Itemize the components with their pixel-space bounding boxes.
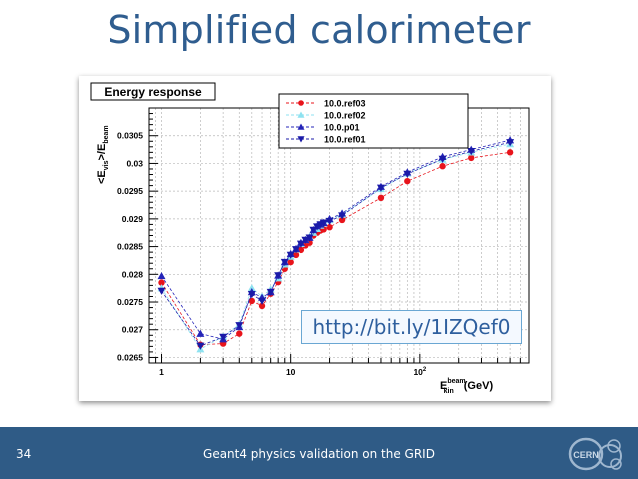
cern-logo-icon: CERN xyxy=(568,437,622,471)
data-point xyxy=(219,333,228,341)
x-axis-label: Ebeam kin (GeV) xyxy=(440,378,493,395)
legend-entry: 10.0.ref02 xyxy=(286,111,366,121)
data-point xyxy=(157,271,166,280)
y-tick-label: 0.03 xyxy=(126,158,143,168)
data-point xyxy=(280,258,289,267)
data-point xyxy=(506,139,515,147)
data-point xyxy=(274,272,283,280)
data-point xyxy=(292,251,300,259)
data-point xyxy=(296,240,305,248)
data-point xyxy=(325,217,334,226)
chart-title-box xyxy=(90,82,216,101)
y-tick-label: 0.027 xyxy=(122,325,144,335)
chart-title: Energy response xyxy=(104,85,202,99)
legend-entry: 10.0.ref03 xyxy=(286,99,366,109)
legend-label: 10.0.ref01 xyxy=(324,135,366,145)
energy-response-chart: 0.0265 0.027 0.0275 0.028 0.0285 0.029 0.0295 0… xyxy=(79,76,551,401)
legend-label: 10.0.ref03 xyxy=(324,99,366,109)
data-point xyxy=(403,170,412,178)
legend-entry: 10.0.ref01 xyxy=(286,135,366,145)
data-point xyxy=(438,155,447,163)
legend: 10.0.ref03 10.0.ref02 10.0.p01 10.0.ref01 xyxy=(278,93,469,149)
data-point xyxy=(248,297,255,305)
data-point xyxy=(292,246,301,254)
data-point xyxy=(376,184,385,192)
data-point xyxy=(404,177,411,185)
data-point xyxy=(247,291,256,299)
data-point xyxy=(286,251,295,259)
plot-frame: 0.0265 0.027 0.0275 0.028 0.0285 0.029 0.0295 0… xyxy=(79,76,551,401)
legend-marker xyxy=(297,111,305,118)
data-point xyxy=(338,216,346,224)
data-point xyxy=(301,236,310,244)
data-point xyxy=(196,329,205,337)
axis-ticks: 0.0265 0.027 0.0275 0.028 0.0285 0.029 0.0295 0… xyxy=(117,107,530,377)
legend-label: 10.0.ref02 xyxy=(324,111,366,121)
footer-text: Geant4 physics validation on the GRID xyxy=(203,447,435,461)
data-point xyxy=(258,302,266,310)
legend-entry: 10.0.p01 xyxy=(286,123,360,133)
data-point xyxy=(319,219,328,227)
series-layer xyxy=(157,136,515,353)
data-point xyxy=(468,154,475,162)
y-tick-label: 0.0285 xyxy=(117,242,143,252)
data-point xyxy=(506,149,514,156)
data-point xyxy=(305,234,314,242)
series-10.0.ref01 xyxy=(157,139,515,350)
y-tick-label: 0.0275 xyxy=(117,297,143,307)
y-axis-label: <Evis>/Ebeam xyxy=(96,125,110,184)
data-point xyxy=(287,258,294,266)
x-tick-label: 1 xyxy=(159,367,164,377)
page-number: 34 xyxy=(16,447,32,461)
legend-marker xyxy=(298,100,304,106)
x-tick-label: 102 xyxy=(413,367,426,377)
data-point xyxy=(439,163,446,170)
legend-marker xyxy=(297,123,305,130)
data-point xyxy=(236,330,243,337)
data-point xyxy=(467,148,476,156)
footer-bar: 34 Geant4 physics validation on the GRID xyxy=(0,427,638,479)
url-link[interactable]: http://bit.ly/1IZQef0 xyxy=(301,310,522,344)
data-point xyxy=(247,284,256,292)
data-point xyxy=(157,287,166,295)
y-tick-label: 0.029 xyxy=(122,214,144,224)
data-point xyxy=(258,297,267,305)
data-point xyxy=(266,288,275,297)
data-point xyxy=(196,342,205,350)
logo-text: CERN xyxy=(573,450,599,460)
data-point xyxy=(326,223,333,231)
data-point xyxy=(338,212,347,220)
data-point xyxy=(377,194,385,202)
legend-box xyxy=(278,93,469,149)
y-tick-label: 0.0305 xyxy=(117,131,143,141)
data-point xyxy=(235,322,244,330)
slide-title: Simplified calorimeter xyxy=(107,8,531,52)
y-tick-label: 0.0295 xyxy=(117,186,143,196)
data-point xyxy=(309,226,318,234)
legend-label: 10.0.p01 xyxy=(324,123,360,133)
x-tick-label: 10 xyxy=(286,367,296,377)
y-tick-label: 0.0265 xyxy=(117,352,143,362)
data-point xyxy=(158,279,165,286)
y-tick-label: 0.028 xyxy=(122,269,144,279)
legend-marker xyxy=(297,136,305,143)
